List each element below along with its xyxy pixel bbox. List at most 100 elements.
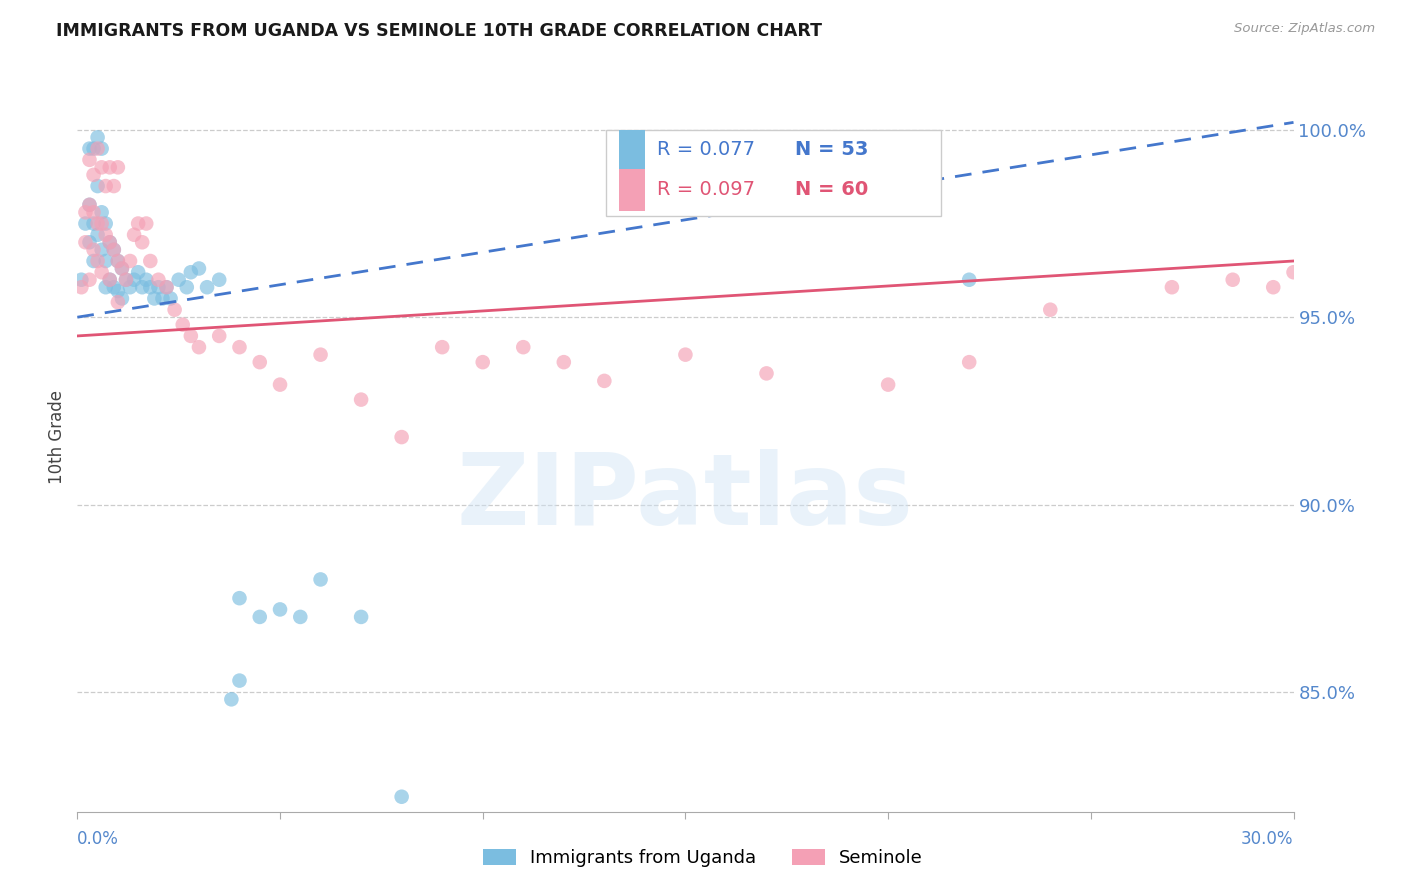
Point	[188, 261, 211, 276]
Point	[1161, 280, 1184, 294]
Point	[957, 355, 980, 369]
Point	[309, 348, 332, 362]
Point	[269, 602, 291, 616]
Point	[94, 217, 117, 231]
Point	[167, 273, 190, 287]
Y-axis label: 10th Grade: 10th Grade	[48, 390, 66, 484]
Legend: Immigrants from Uganda, Seminole: Immigrants from Uganda, Seminole	[475, 841, 931, 874]
Point	[90, 205, 112, 219]
Point	[188, 340, 211, 354]
FancyBboxPatch shape	[619, 169, 645, 211]
Point	[103, 243, 125, 257]
Point	[75, 217, 97, 231]
Point	[877, 377, 900, 392]
Point	[79, 198, 101, 212]
Point	[221, 692, 243, 706]
Point	[90, 161, 112, 175]
Point	[269, 377, 291, 392]
Point	[98, 235, 121, 250]
Point	[249, 610, 271, 624]
Point	[127, 217, 149, 231]
Point	[122, 227, 145, 242]
Point	[553, 355, 575, 369]
Point	[148, 273, 170, 287]
Point	[107, 284, 129, 298]
Point	[118, 254, 141, 268]
Point	[86, 142, 108, 156]
Point	[176, 280, 198, 294]
Point	[75, 205, 97, 219]
Point	[228, 591, 250, 606]
Point	[83, 217, 105, 231]
Point	[290, 610, 312, 624]
Point	[172, 318, 194, 332]
Point	[86, 227, 108, 242]
Point	[103, 179, 125, 194]
Text: ZIPatlas: ZIPatlas	[457, 449, 914, 546]
Point	[755, 367, 778, 381]
Point	[94, 227, 117, 242]
Point	[79, 273, 101, 287]
Point	[83, 168, 105, 182]
Point	[79, 153, 101, 167]
Point	[228, 673, 250, 688]
FancyBboxPatch shape	[619, 129, 645, 171]
Point	[135, 273, 157, 287]
Point	[94, 254, 117, 268]
Point	[70, 280, 93, 294]
Point	[90, 217, 112, 231]
Point	[103, 243, 125, 257]
Point	[94, 179, 117, 194]
FancyBboxPatch shape	[606, 130, 941, 216]
Point	[180, 329, 202, 343]
Point	[391, 789, 413, 804]
Point	[83, 254, 105, 268]
Point	[593, 374, 616, 388]
Point	[143, 292, 166, 306]
Point	[180, 265, 202, 279]
Text: 30.0%: 30.0%	[1241, 830, 1294, 848]
Point	[107, 254, 129, 268]
Point	[83, 205, 105, 219]
Point	[83, 142, 105, 156]
Point	[155, 280, 177, 294]
Text: Source: ZipAtlas.com: Source: ZipAtlas.com	[1234, 22, 1375, 36]
Point	[86, 179, 108, 194]
Point	[208, 329, 231, 343]
Point	[107, 254, 129, 268]
Point	[90, 243, 112, 257]
Point	[135, 217, 157, 231]
Point	[107, 161, 129, 175]
Text: 0.0%: 0.0%	[77, 830, 120, 848]
Point	[139, 280, 162, 294]
Point	[139, 254, 162, 268]
Point	[111, 261, 134, 276]
Point	[228, 340, 250, 354]
Point	[107, 295, 129, 310]
Point	[111, 261, 134, 276]
Point	[1222, 273, 1244, 287]
Point	[957, 273, 980, 287]
Point	[86, 254, 108, 268]
Point	[430, 340, 453, 354]
Point	[163, 302, 186, 317]
Point	[90, 265, 112, 279]
Point	[131, 235, 153, 250]
Point	[115, 273, 138, 287]
Point	[159, 292, 181, 306]
Point	[1263, 280, 1285, 294]
Point	[512, 340, 534, 354]
Point	[75, 235, 97, 250]
Point	[155, 280, 177, 294]
Point	[79, 235, 101, 250]
Point	[83, 243, 105, 257]
Point	[208, 273, 231, 287]
Point	[127, 265, 149, 279]
Point	[70, 273, 93, 287]
Point	[131, 280, 153, 294]
Point	[249, 355, 271, 369]
Point	[195, 280, 218, 294]
Point	[79, 142, 101, 156]
Point	[103, 280, 125, 294]
Point	[350, 392, 373, 407]
